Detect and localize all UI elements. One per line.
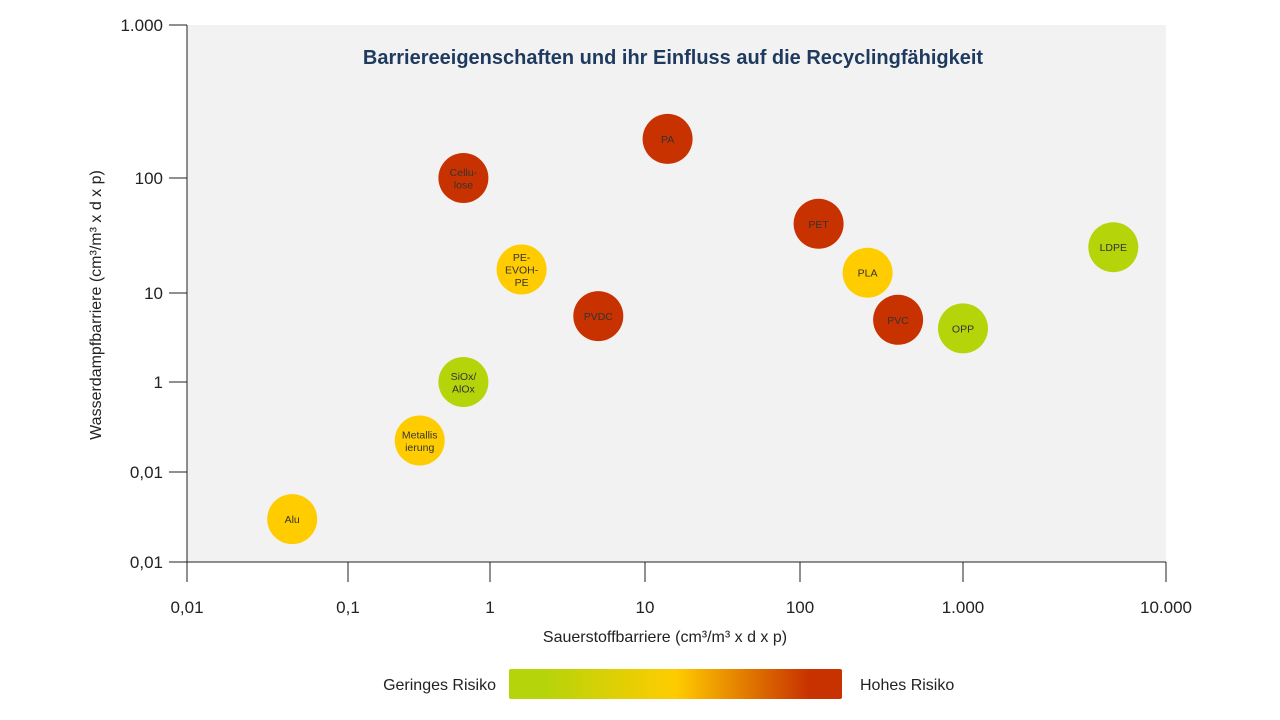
data-point-bubble — [496, 244, 547, 295]
data-point-label: PLA — [858, 268, 878, 280]
data-point-bubble — [938, 303, 988, 354]
data-point: OPP — [938, 303, 988, 354]
data-point-bubble — [438, 153, 489, 203]
data-point-label: PE- — [513, 252, 531, 264]
x-axis: 0,01 0,1 1 10 100 1.000 10.000 — [170, 561, 1192, 617]
x-tick-label: 100 — [786, 598, 814, 617]
legend-gradient-bar — [509, 669, 842, 699]
data-point-label: PVDC — [584, 311, 614, 323]
x-tick-label: 1.000 — [942, 598, 985, 617]
data-point-label: SiOx/ — [451, 371, 477, 383]
plot-area — [187, 25, 1166, 562]
data-point-bubble — [573, 291, 624, 342]
legend-high-label: Hohes Risiko — [860, 677, 954, 694]
data-point-label: PE — [515, 277, 529, 289]
data-point: PET — [793, 198, 844, 249]
data-point-label: PET — [808, 219, 829, 231]
data-point: PVDC — [573, 291, 624, 342]
data-point-bubble — [267, 494, 318, 545]
x-tick-label: 0,1 — [336, 598, 360, 617]
legend-low-label: Geringes Risiko — [383, 677, 496, 694]
y-tick-label: 10 — [144, 284, 163, 303]
bubble-layer: AluMetallisierungSiOx/AlOxCellu-losePE-E… — [267, 113, 1139, 545]
y-tick-label: 100 — [135, 169, 163, 188]
x-tick-label: 10 — [636, 598, 655, 617]
data-point-bubble — [1088, 222, 1139, 273]
data-point-label: EVOH- — [505, 265, 539, 277]
chart-title: Barriereeigenschaften und ihr Einfluss a… — [363, 47, 983, 69]
data-point-bubble — [793, 198, 844, 249]
y-axis: 0,01 0,01 1 10 100 1.000 — [120, 16, 188, 572]
data-point-label: PVC — [887, 315, 909, 327]
data-point-bubble — [394, 415, 445, 466]
data-point: PA — [642, 113, 693, 164]
x-tick-label: 1 — [485, 598, 494, 617]
data-point-bubble — [842, 247, 893, 298]
legend: Geringes Risiko Hohes Risiko — [383, 669, 954, 699]
data-point: PVC — [873, 294, 924, 345]
data-point-label: lose — [454, 179, 473, 191]
data-point: PLA — [842, 247, 893, 298]
data-point: Alu — [267, 494, 318, 545]
data-point-label: OPP — [952, 323, 974, 335]
data-point: Cellu-lose — [438, 153, 489, 203]
x-tick-label: 10.000 — [1140, 598, 1192, 617]
data-point-bubble — [438, 357, 489, 407]
y-tick-label: 1 — [154, 373, 163, 392]
x-axis-label: Sauerstoffbarriere (cm³/m³ x d x p) — [543, 629, 787, 646]
data-point-label: Cellu- — [450, 167, 478, 179]
y-tick-label: 1.000 — [120, 16, 163, 35]
y-axis-label: Wasserdampfbarriere (cm³/m³ x d x p) — [88, 170, 105, 440]
data-point-label: AlOx — [452, 383, 476, 395]
data-point: PE-EVOH-PE — [496, 244, 547, 295]
y-tick-label: 0,01 — [130, 553, 163, 572]
data-point-label: ierung — [405, 442, 434, 454]
data-point-bubble — [873, 294, 924, 345]
data-point-label: Alu — [285, 514, 300, 526]
data-point-label: LDPE — [1100, 242, 1127, 254]
data-point-bubble — [642, 113, 693, 164]
data-point-label: PA — [661, 134, 674, 146]
data-point: LDPE — [1088, 222, 1139, 273]
data-point: SiOx/AlOx — [438, 357, 489, 407]
y-tick-label: 0,01 — [130, 463, 163, 482]
data-point-label: Metallis — [402, 429, 438, 441]
x-tick-label: 0,01 — [170, 598, 203, 617]
